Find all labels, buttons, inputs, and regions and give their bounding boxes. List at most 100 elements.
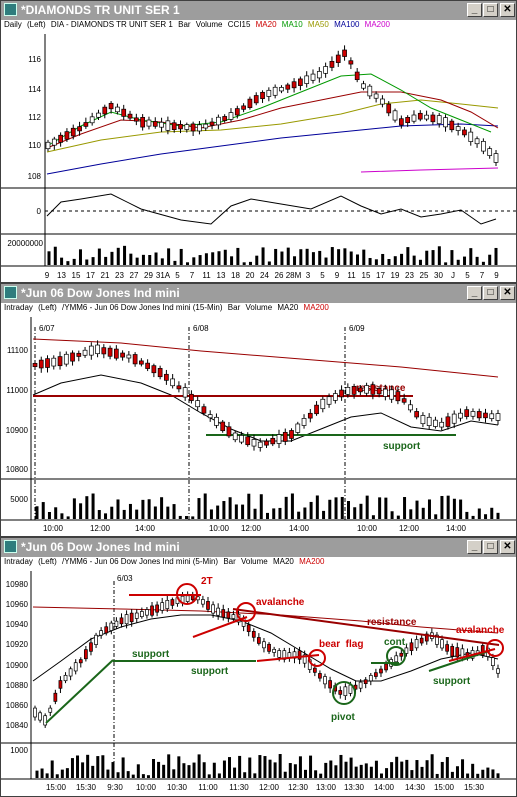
volume-bar [47, 251, 51, 265]
candle-body [489, 413, 495, 419]
candle-body [257, 637, 261, 644]
x-tick: 27 [130, 271, 139, 280]
candle-body [220, 421, 226, 432]
volume-bar [242, 262, 246, 265]
volume-bar [157, 761, 161, 778]
volume-bar [431, 250, 435, 265]
x-tick: 11:00 [198, 783, 218, 792]
volume-bar [243, 772, 247, 778]
candle-body [58, 134, 63, 143]
candle-body [384, 663, 388, 671]
volume-bar [274, 248, 278, 265]
candle-body [70, 352, 75, 362]
volume-bar [60, 257, 64, 265]
candle-body [170, 378, 175, 387]
candle-body [73, 662, 78, 672]
volume-bar [349, 251, 353, 265]
volume-bar [72, 498, 76, 519]
volume-bar [141, 499, 145, 519]
x-tick: 9:30 [107, 783, 123, 792]
volume-bar [390, 511, 394, 519]
volume-bar [216, 505, 220, 519]
candle-body [207, 414, 213, 419]
candle-body [221, 609, 226, 618]
volume-bar [450, 250, 454, 265]
style-label: Bar [178, 20, 191, 29]
volume-bar [70, 758, 74, 778]
close-button[interactable]: ✕ [500, 540, 515, 554]
candle-body [70, 127, 76, 137]
volume-bar [258, 755, 262, 778]
x-tick: 15:30 [76, 783, 97, 792]
minimize-button[interactable]: _ [467, 3, 482, 17]
maximize-button[interactable]: □ [483, 3, 498, 17]
volume-bar [91, 493, 95, 519]
candle-body [279, 87, 284, 92]
close-button[interactable]: ✕ [500, 3, 515, 17]
candle-body [226, 611, 231, 619]
candle-body [226, 426, 232, 437]
candle-body [132, 354, 138, 365]
ma20-label: MA20 [255, 20, 277, 29]
candle-body [358, 387, 363, 393]
volume-bar [197, 498, 201, 519]
volume-bar [459, 499, 463, 519]
maximize-button[interactable]: □ [483, 540, 498, 554]
volume-bar [446, 495, 450, 519]
support-label: support [383, 441, 421, 452]
x-tick: 15 [362, 271, 371, 280]
candle-body [320, 398, 326, 410]
candle-body [348, 60, 354, 65]
candle-body [409, 642, 414, 651]
x-tick: 24 [260, 271, 269, 280]
candle-body [462, 129, 467, 136]
intraday-5min-chart[interactable]: 2T avalanche support support bear flag c… [1, 571, 516, 796]
candle-body [78, 659, 83, 664]
candle-body [318, 673, 322, 679]
candle-body [436, 115, 442, 125]
volume-bar [329, 760, 333, 778]
title-bar[interactable]: *Jun 06 Dow Jones Ind mini _ □ ✕ [1, 284, 516, 303]
title-bar[interactable]: *DIAMONDS TR UNIT SER 1 _ □ ✕ [1, 1, 516, 20]
volume-bar [290, 493, 294, 519]
minimize-button[interactable]: _ [467, 286, 482, 300]
maximize-button[interactable]: □ [483, 286, 498, 300]
volume-bar [172, 769, 176, 778]
candle-body [231, 614, 236, 619]
intraday-15min-chart[interactable]: resistance support 111001100010900108005… [1, 317, 516, 536]
candle-body [399, 652, 404, 657]
volume-bar [410, 770, 414, 778]
style-label: Bar [223, 557, 236, 566]
close-button[interactable]: ✕ [500, 286, 515, 300]
x-tick: 5 [175, 271, 180, 280]
candle-body [458, 412, 463, 419]
candle-body [389, 389, 394, 400]
volume-bar [121, 757, 125, 778]
candle-body [266, 89, 272, 97]
minimize-button[interactable]: _ [467, 540, 482, 554]
candle-body [298, 78, 303, 86]
volume-bar [230, 256, 234, 265]
volume-bar [496, 512, 500, 519]
volume-bar [450, 771, 454, 778]
ma20-label: MA20 [272, 557, 294, 566]
volume-bar [421, 507, 425, 519]
axis-label: (Left) [38, 557, 57, 566]
volume-bar [153, 506, 157, 519]
candle-body [82, 349, 88, 356]
volume-bar [131, 774, 135, 778]
x-tick: 9 [494, 271, 499, 280]
axis-label: (Left) [38, 303, 57, 312]
volume-bar [128, 503, 132, 519]
title-bar[interactable]: *Jun 06 Dow Jones Ind mini _ □ ✕ [1, 538, 516, 557]
x-tick: 20 [246, 271, 255, 280]
volume-bar [415, 500, 419, 519]
volume-bar [35, 506, 39, 519]
volume-bar [364, 763, 368, 778]
candle-body [445, 644, 449, 652]
x-tick: 15 [72, 271, 81, 280]
volume-bar [384, 497, 388, 519]
candle-body [364, 385, 369, 394]
candle-body [151, 365, 157, 374]
